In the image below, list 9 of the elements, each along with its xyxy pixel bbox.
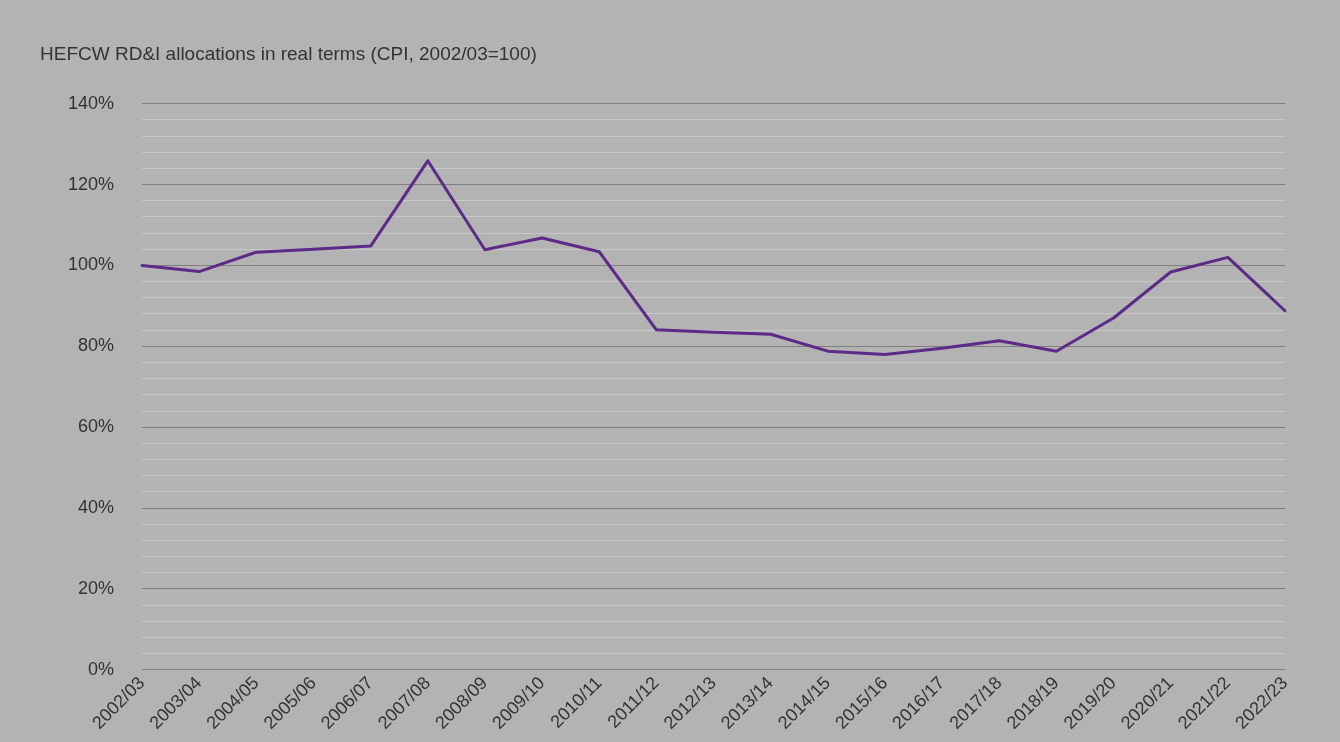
y-tick-label: 100%: [67, 254, 115, 275]
y-tick-label: 60%: [78, 416, 115, 437]
y-tick-label: 40%: [78, 497, 115, 517]
y-tick-label: 0%: [88, 658, 115, 679]
y-tick-label: 140%: [67, 92, 115, 113]
y-tick-label: 120%: [67, 173, 115, 194]
y-tick-label: 80%: [78, 335, 115, 356]
y-tick-label: 20%: [78, 577, 115, 598]
chart-title: HEFCW RD&I allocations in real terms (CPI, 2002/03=100): [40, 42, 537, 64]
